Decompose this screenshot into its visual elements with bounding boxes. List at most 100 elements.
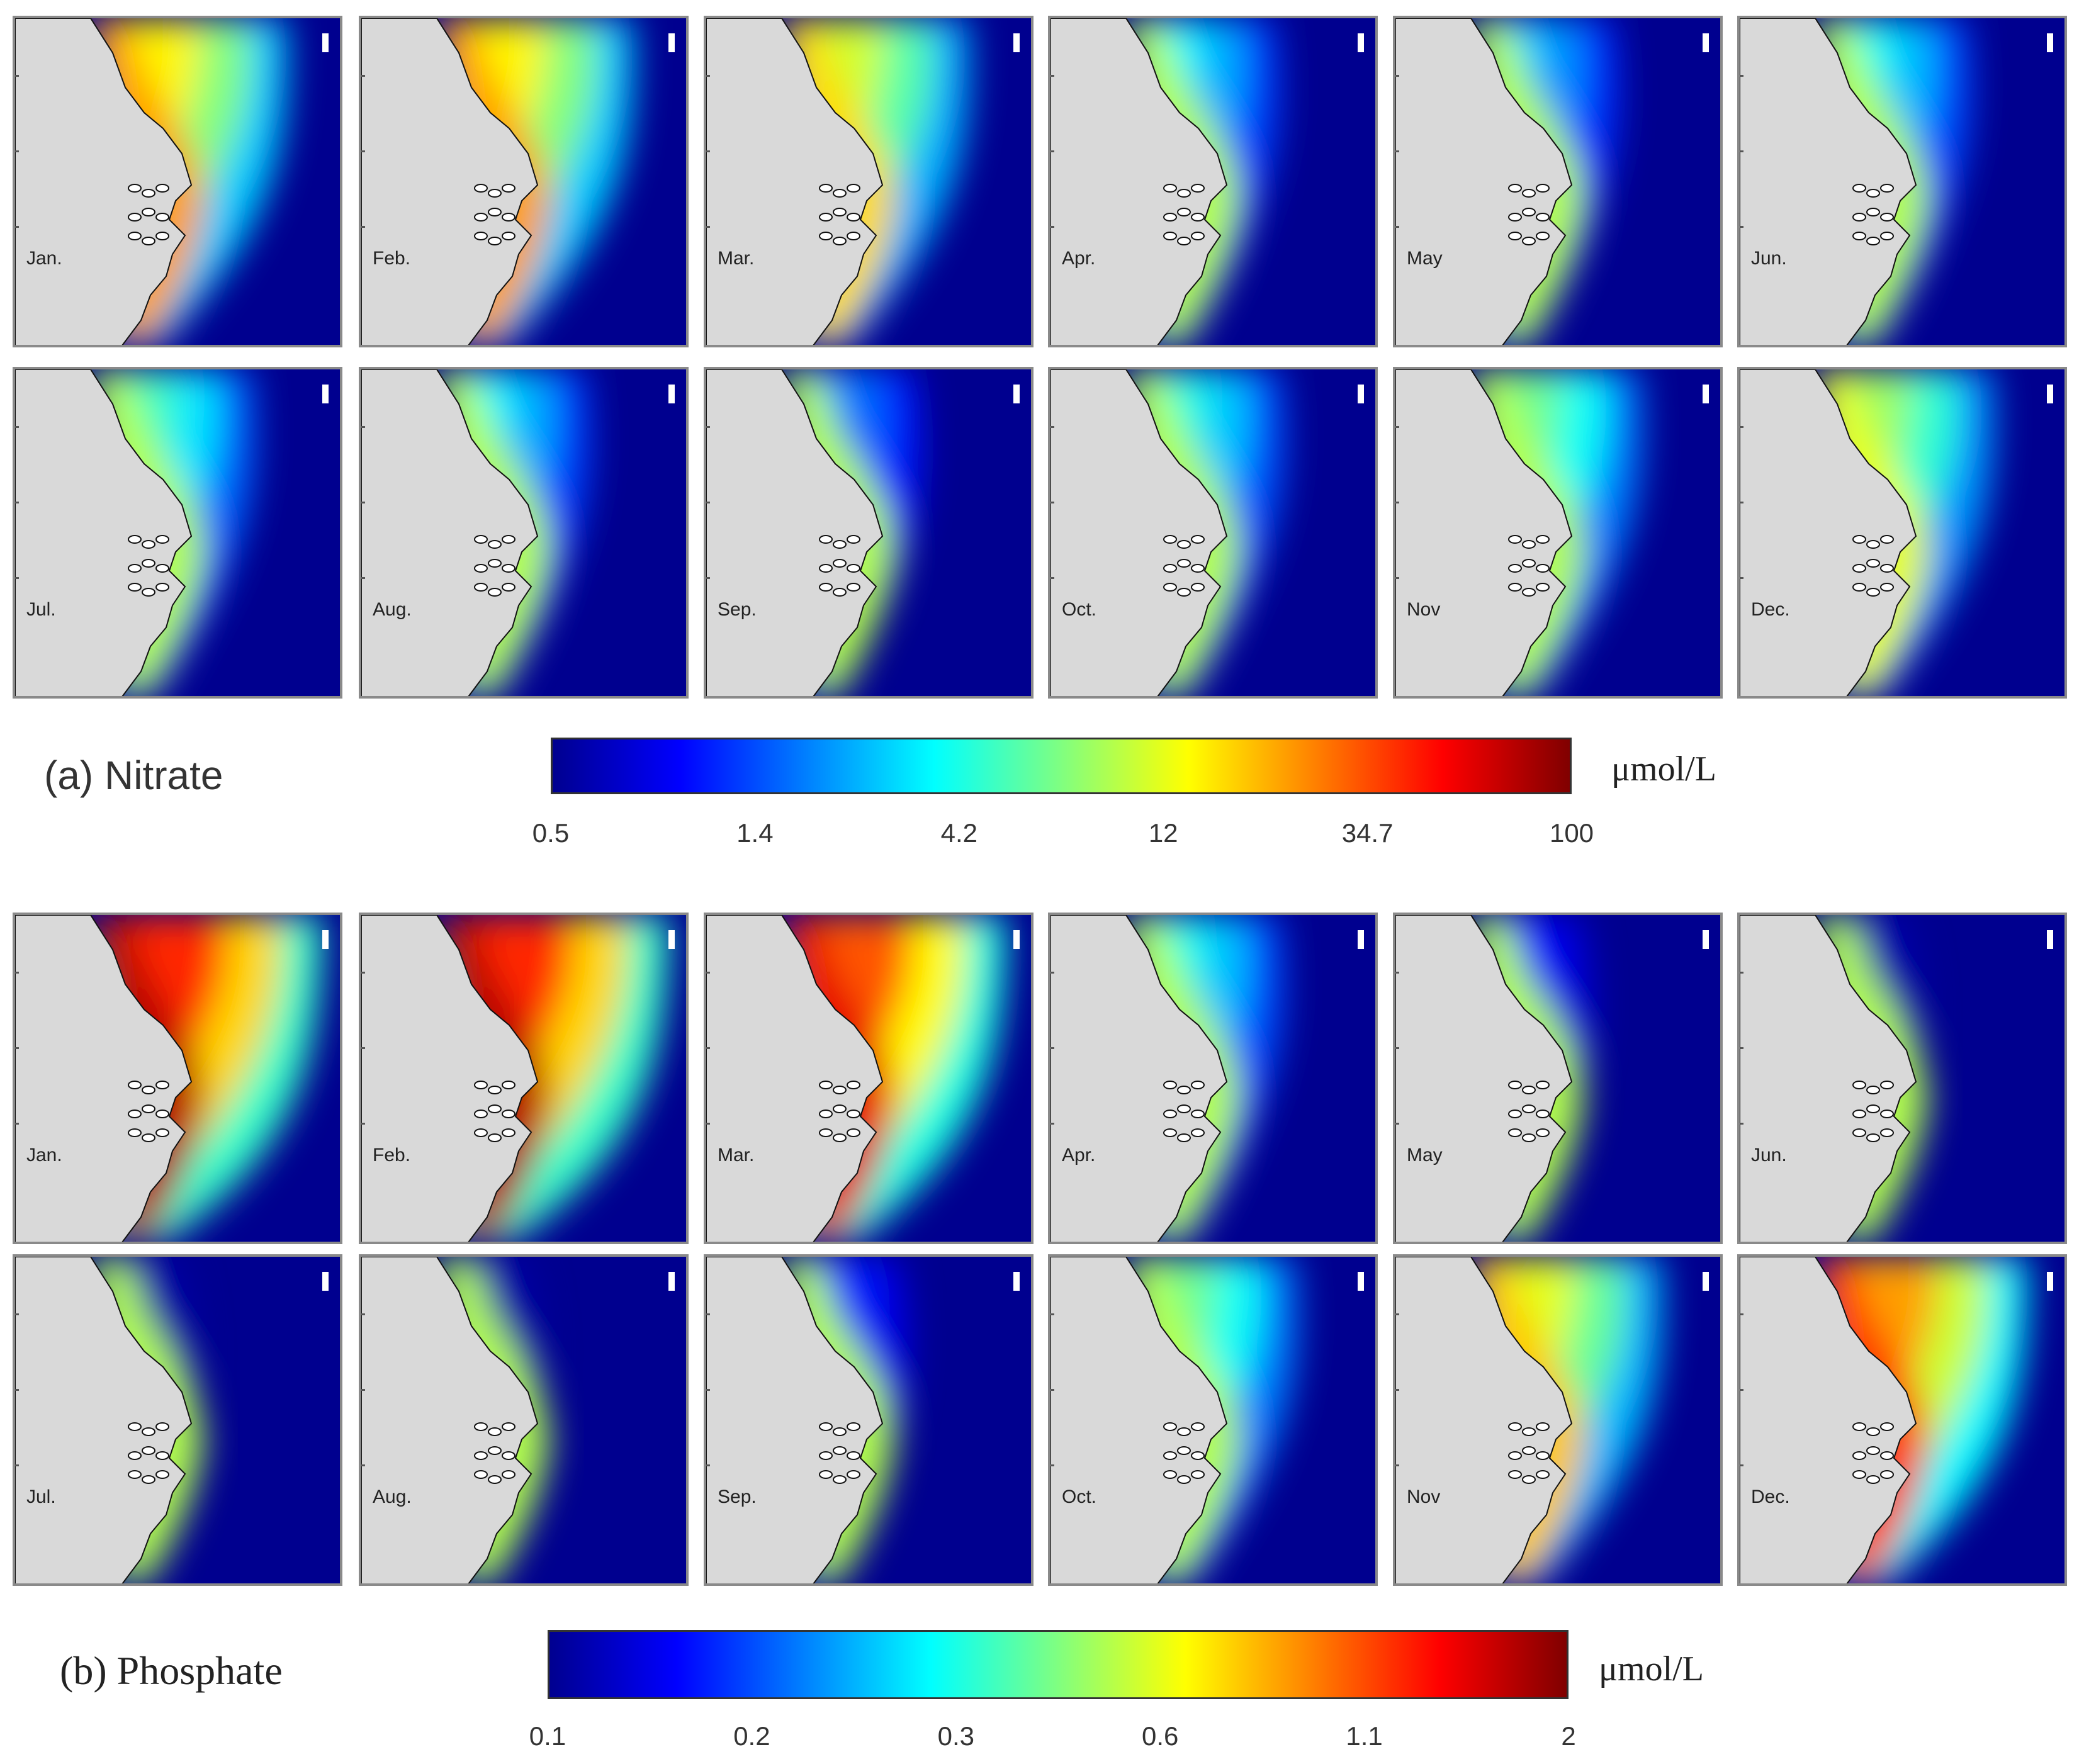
island (1191, 184, 1205, 193)
colorbar-tick-label: 12 (1148, 818, 1178, 848)
land-mass (15, 18, 193, 345)
axis-tick (361, 1313, 365, 1315)
island (1866, 540, 1880, 549)
island (142, 559, 155, 568)
island (833, 237, 847, 245)
axis-tick (1395, 1464, 1399, 1466)
island (1177, 1086, 1191, 1094)
phosphate-map-panel: Jul. (13, 1254, 342, 1586)
island (502, 1470, 515, 1479)
island (1163, 213, 1177, 222)
island (1508, 232, 1522, 240)
island (1880, 232, 1894, 240)
island (1191, 1128, 1205, 1137)
axis-tick (706, 502, 710, 503)
island (1191, 564, 1205, 573)
concentration-map (361, 18, 686, 345)
island (128, 213, 142, 222)
axis-tick (15, 75, 19, 77)
island (1177, 559, 1191, 568)
island (1177, 1427, 1191, 1436)
concentration-map (1050, 369, 1375, 696)
month-label: Aug. (373, 599, 412, 620)
island (833, 540, 847, 549)
axis-tick (706, 972, 710, 974)
island (1191, 1110, 1205, 1118)
island (502, 1451, 515, 1460)
island (1522, 237, 1536, 245)
axis-tick (1050, 1464, 1054, 1466)
island (1852, 213, 1866, 222)
axis-tick (15, 150, 19, 152)
island (155, 1451, 169, 1460)
axis-tick (15, 1389, 19, 1391)
island (833, 559, 847, 568)
island (1163, 583, 1177, 592)
island (142, 540, 155, 549)
island (155, 564, 169, 573)
island (1177, 208, 1191, 216)
island (142, 1104, 155, 1113)
island (1522, 189, 1536, 198)
island (819, 564, 833, 573)
island (1163, 1128, 1177, 1137)
island (1852, 1110, 1866, 1118)
island (1191, 213, 1205, 222)
axis-tick (1050, 577, 1054, 579)
phosphate-map-panel: Oct. (1048, 1254, 1378, 1586)
concentration-map (1050, 18, 1375, 345)
concentration-map (15, 1257, 340, 1583)
land-mass (706, 18, 884, 345)
land-mass (1050, 18, 1228, 345)
island (1536, 1470, 1550, 1479)
land-mass (1395, 1257, 1573, 1583)
axis-tick (1740, 1389, 1743, 1391)
concentration-map (1395, 369, 1720, 696)
nitrate-unit: μmol/L (1611, 750, 1716, 789)
island (1852, 1128, 1866, 1137)
island (819, 213, 833, 222)
island (474, 1470, 488, 1479)
island (819, 1081, 833, 1089)
month-label: Dec. (1751, 599, 1790, 620)
island (1536, 1128, 1550, 1137)
axis-tick (361, 75, 365, 77)
island (1880, 1451, 1894, 1460)
month-label: Oct. (1062, 1486, 1097, 1507)
island (1191, 232, 1205, 240)
axis-tick (1740, 1047, 1743, 1049)
colorbar-tick-label: 34.7 (1341, 818, 1394, 848)
island (1508, 1110, 1522, 1118)
island (847, 232, 860, 240)
island (1522, 559, 1536, 568)
island (1880, 184, 1894, 193)
island (1880, 1470, 1894, 1479)
phosphate-map-panel: Feb. (359, 913, 689, 1244)
island (128, 232, 142, 240)
island (155, 1128, 169, 1137)
island (1177, 189, 1191, 198)
island (1536, 1081, 1550, 1089)
island (142, 1086, 155, 1094)
land-mass (361, 1257, 539, 1583)
island (155, 1422, 169, 1431)
axis-tick (1050, 150, 1054, 152)
island (1177, 1104, 1191, 1113)
island (819, 1451, 833, 1460)
island (1852, 232, 1866, 240)
island (488, 208, 502, 216)
island (847, 1451, 860, 1460)
colorbar-tick-label: 0.1 (529, 1721, 566, 1751)
concentration-map (1740, 915, 2064, 1242)
axis-tick (1395, 1047, 1399, 1049)
island (1163, 232, 1177, 240)
island (502, 1128, 515, 1137)
island (1522, 1086, 1536, 1094)
island (1852, 184, 1866, 193)
island (1536, 535, 1550, 544)
concentration-map (1395, 18, 1720, 345)
land-mass (1740, 1257, 1917, 1583)
concentration-map (1740, 18, 2064, 345)
month-label: Nov (1407, 599, 1441, 620)
island (502, 535, 515, 544)
